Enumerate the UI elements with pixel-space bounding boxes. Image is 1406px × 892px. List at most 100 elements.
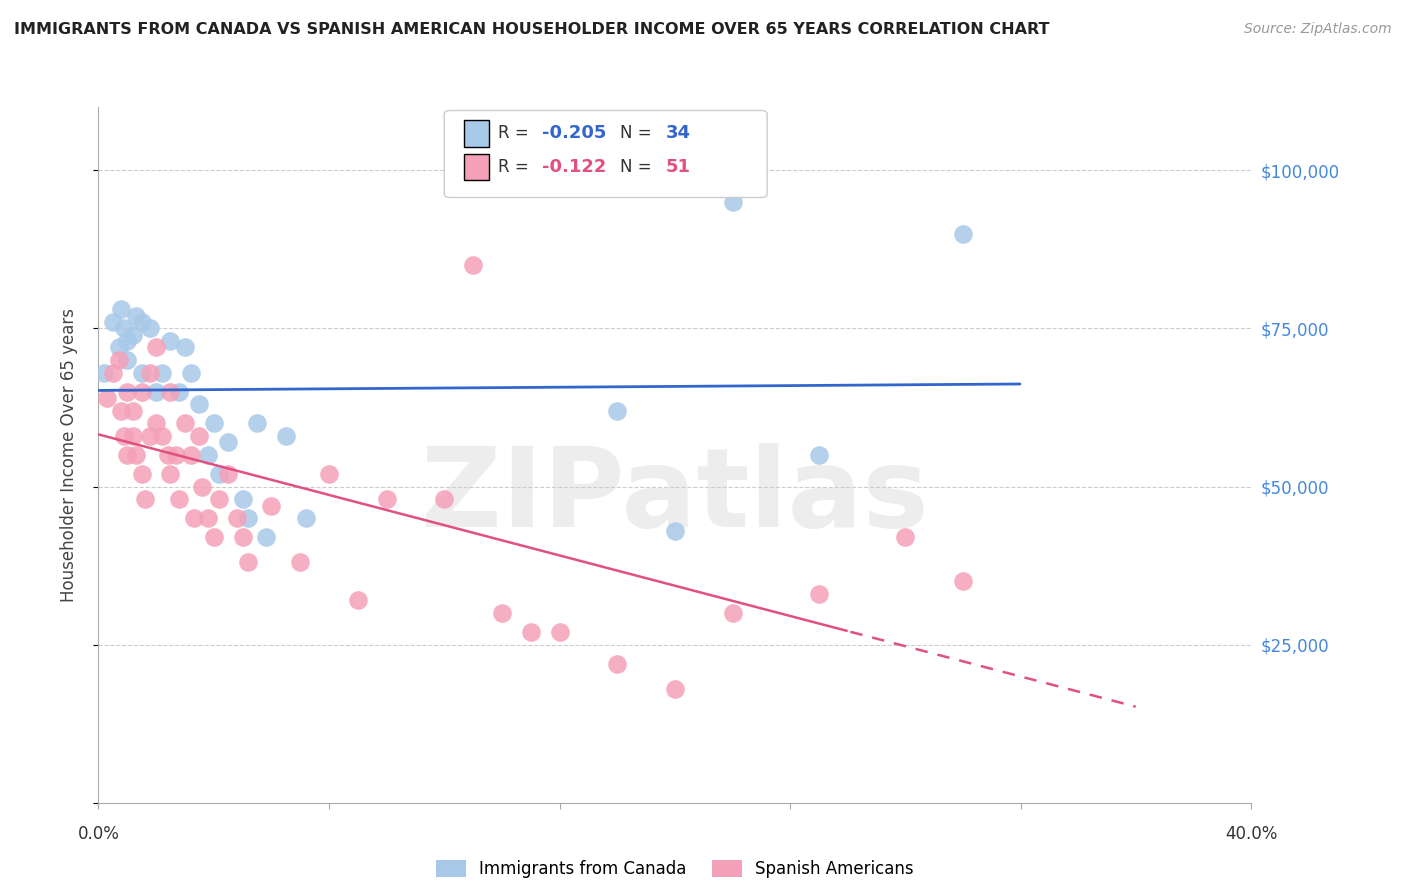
Text: N =: N = [620, 158, 657, 176]
Point [217, 467, 239, 481]
Point [159, 334, 181, 348]
Point [180, 366, 202, 380]
Point [191, 479, 214, 493]
Point [274, 429, 297, 443]
Point [664, 524, 686, 538]
Point [112, 429, 135, 443]
Point [110, 403, 132, 417]
Point [131, 467, 153, 481]
Point [807, 448, 830, 462]
Point [112, 321, 135, 335]
Text: R =: R = [499, 125, 534, 143]
Point [131, 366, 153, 380]
Point [93, 366, 115, 380]
Point [197, 511, 219, 525]
Point [150, 429, 173, 443]
Point [290, 556, 312, 570]
Point [125, 309, 148, 323]
Point [548, 625, 571, 640]
Legend: Immigrants from Canada, Spanish Americans: Immigrants from Canada, Spanish American… [429, 854, 921, 885]
Point [131, 384, 153, 399]
Point [165, 448, 187, 462]
Text: ZIPatlas: ZIPatlas [420, 443, 929, 550]
Point [208, 492, 231, 507]
Point [150, 366, 173, 380]
Point [117, 353, 139, 368]
Point [180, 448, 202, 462]
Point [721, 194, 744, 209]
Point [197, 448, 219, 462]
Point [260, 499, 283, 513]
Point [145, 384, 167, 399]
FancyBboxPatch shape [464, 120, 489, 146]
Point [139, 366, 162, 380]
Point [167, 384, 190, 399]
Point [139, 429, 162, 443]
Point [461, 258, 484, 272]
Point [101, 366, 124, 380]
Point [217, 435, 239, 450]
Text: N =: N = [620, 125, 657, 143]
Text: Source: ZipAtlas.com: Source: ZipAtlas.com [1244, 22, 1392, 37]
Point [174, 340, 197, 354]
Point [231, 530, 254, 544]
Point [101, 315, 124, 329]
Point [183, 511, 205, 525]
Point [375, 492, 398, 507]
FancyBboxPatch shape [444, 111, 768, 197]
Point [188, 397, 211, 411]
Point [188, 429, 211, 443]
Point [202, 530, 225, 544]
Point [894, 530, 917, 544]
Point [231, 492, 254, 507]
Text: R =: R = [499, 158, 540, 176]
Y-axis label: Householder Income Over 65 years: Householder Income Over 65 years [59, 308, 77, 602]
Point [254, 530, 277, 544]
Point [122, 327, 145, 342]
Point [346, 593, 368, 607]
Text: 34: 34 [665, 125, 690, 143]
Point [664, 681, 686, 696]
Point [159, 467, 181, 481]
Point [139, 321, 162, 335]
Point [131, 315, 153, 329]
Text: 0.0%: 0.0% [77, 825, 120, 843]
Point [145, 340, 167, 354]
Point [246, 417, 269, 431]
Text: IMMIGRANTS FROM CANADA VS SPANISH AMERICAN HOUSEHOLDER INCOME OVER 65 YEARS CORR: IMMIGRANTS FROM CANADA VS SPANISH AMERIC… [14, 22, 1049, 37]
Point [117, 334, 139, 348]
Point [110, 302, 132, 317]
Point [134, 492, 156, 507]
Point [238, 511, 260, 525]
Text: -0.205: -0.205 [543, 125, 606, 143]
Point [807, 587, 830, 601]
Point [122, 429, 145, 443]
FancyBboxPatch shape [464, 153, 489, 180]
Point [125, 448, 148, 462]
Point [952, 227, 974, 241]
Point [156, 448, 179, 462]
Point [318, 467, 340, 481]
Text: -0.122: -0.122 [543, 158, 606, 176]
Point [167, 492, 190, 507]
Point [606, 403, 628, 417]
Point [433, 492, 456, 507]
Point [145, 417, 167, 431]
Point [107, 353, 129, 368]
Point [520, 625, 543, 640]
Point [238, 556, 260, 570]
Point [491, 606, 513, 620]
Point [721, 606, 744, 620]
Point [606, 657, 628, 671]
Point [202, 417, 225, 431]
Point [117, 384, 139, 399]
Point [107, 340, 129, 354]
Point [122, 403, 145, 417]
Text: 40.0%: 40.0% [1225, 825, 1278, 843]
Point [952, 574, 974, 589]
Point [208, 467, 231, 481]
Point [117, 448, 139, 462]
Text: 51: 51 [665, 158, 690, 176]
Point [96, 391, 118, 405]
Point [295, 511, 318, 525]
